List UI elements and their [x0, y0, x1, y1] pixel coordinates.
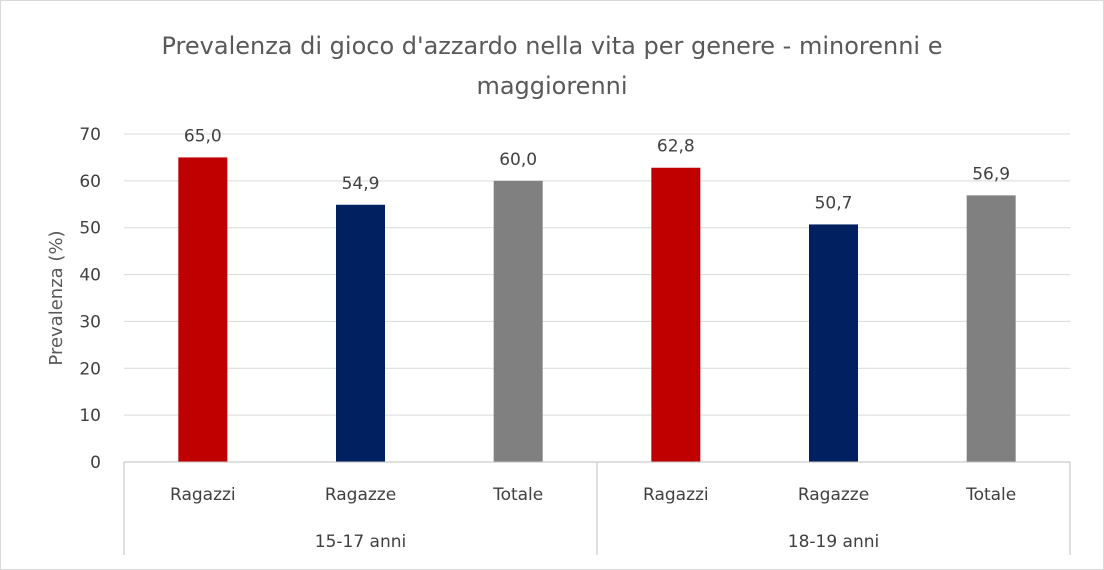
- x-category-label: Ragazzi: [643, 485, 709, 505]
- chart-title-line-1: Prevalenza di gioco d'azzardo nella vita…: [162, 32, 943, 60]
- data-label: 50,7: [815, 193, 853, 213]
- y-tick-label: 50: [79, 219, 101, 239]
- chart-title-line-2: maggiorenni: [476, 72, 627, 100]
- x-category-label: Ragazzi: [170, 485, 236, 505]
- data-label: 56,9: [972, 164, 1010, 184]
- y-tick-label: 40: [79, 266, 101, 286]
- bar: [178, 157, 228, 462]
- data-label: 62,8: [657, 137, 695, 157]
- data-labels: 65,0 54,9 60,0 62,8 50,7 56,9: [184, 126, 1010, 213]
- x-category-label: Ragazze: [325, 485, 396, 505]
- x-category-label: Totale: [965, 485, 1016, 505]
- y-tick-label: 60: [79, 172, 101, 192]
- bar: [336, 204, 385, 463]
- gridlines: [124, 133, 1070, 416]
- x-category-label: Ragazze: [798, 485, 869, 505]
- y-tick-label: 20: [79, 359, 101, 379]
- y-axis-label: Prevalenza (%): [46, 230, 67, 365]
- x-axis: Ragazzi Ragazze Totale 15-17 anni Ragazzi Rag…: [123, 461, 1071, 555]
- data-label: 54,9: [342, 174, 380, 194]
- bars: [178, 157, 1016, 463]
- bar: [493, 180, 543, 462]
- y-tick-label: 10: [79, 406, 101, 426]
- x-group-label: 15-17 anni: [315, 532, 407, 552]
- data-label: 65,0: [184, 126, 222, 146]
- y-tick-label: 70: [79, 125, 101, 145]
- bar: [966, 195, 1016, 462]
- data-label: 60,0: [499, 150, 537, 170]
- x-group-label: 18-19 anni: [788, 532, 880, 552]
- y-tick-label: 30: [79, 312, 101, 332]
- y-tick-label: 0: [90, 453, 101, 473]
- bar: [651, 167, 701, 463]
- y-axis-ticks: 0 10 20 30 40 50 60 70: [79, 125, 101, 473]
- bar: [809, 224, 858, 462]
- x-category-label: Totale: [492, 485, 543, 505]
